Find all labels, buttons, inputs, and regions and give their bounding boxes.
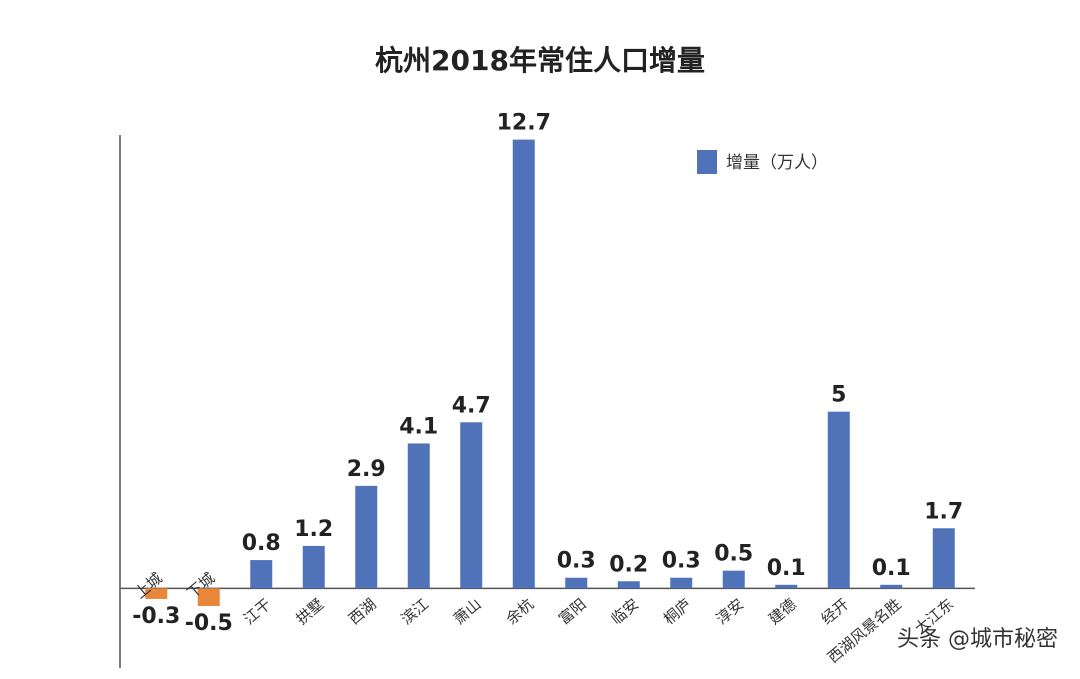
data-label: 4.7 bbox=[452, 393, 491, 418]
bar bbox=[722, 570, 745, 589]
watermark: 头条 @城市秘密 bbox=[897, 627, 1058, 652]
legend-label: 增量（万人） bbox=[726, 153, 828, 173]
x-tick-label: 临安 bbox=[608, 595, 643, 628]
bar bbox=[565, 577, 588, 589]
data-label: 0.2 bbox=[609, 552, 648, 577]
bar bbox=[460, 422, 483, 589]
data-label: 4.1 bbox=[399, 414, 438, 439]
bar bbox=[880, 584, 903, 589]
data-label: 0.1 bbox=[872, 556, 911, 581]
data-label: 12.7 bbox=[497, 111, 551, 136]
data-label: 2.9 bbox=[347, 457, 386, 482]
x-tick-label: 桐庐 bbox=[660, 595, 695, 628]
x-tick-label: 富阳 bbox=[555, 595, 590, 628]
x-tick-label: 萧山 bbox=[450, 595, 485, 628]
data-label: -0.5 bbox=[185, 611, 233, 636]
data-label: -0.3 bbox=[132, 604, 180, 629]
bar bbox=[827, 411, 850, 589]
x-tick-label: 淳安 bbox=[713, 595, 748, 628]
bar bbox=[775, 584, 798, 589]
data-label: 1.7 bbox=[924, 499, 963, 524]
data-label: 0.3 bbox=[662, 549, 701, 574]
chart-title: 杭州2018年常住人口增量 bbox=[375, 44, 705, 77]
bar bbox=[407, 443, 430, 589]
data-label: 0.3 bbox=[557, 549, 596, 574]
legend-swatch bbox=[697, 150, 717, 174]
data-label: 0.5 bbox=[714, 542, 753, 567]
x-tick-label: 建德 bbox=[765, 595, 800, 628]
bar bbox=[670, 577, 693, 589]
data-label: 0.8 bbox=[242, 531, 281, 556]
data-label: 1.2 bbox=[294, 517, 333, 542]
x-tick-label: 经开 bbox=[818, 595, 853, 628]
x-tick-label: 江干 bbox=[240, 595, 275, 628]
x-tick-label: 余杭 bbox=[503, 595, 538, 628]
bar bbox=[250, 560, 273, 589]
bar bbox=[932, 528, 955, 589]
data-label: 0.1 bbox=[767, 556, 806, 581]
x-tick-label: 西湖 bbox=[345, 595, 380, 628]
bar bbox=[617, 581, 640, 589]
bar bbox=[145, 588, 168, 599]
x-tick-label: 滨江 bbox=[398, 595, 433, 628]
x-tick-label: 拱墅 bbox=[293, 595, 328, 628]
bar bbox=[302, 545, 325, 589]
bar bbox=[512, 139, 535, 589]
data-label: 5 bbox=[831, 383, 846, 408]
bar bbox=[197, 588, 220, 606]
bar bbox=[355, 485, 378, 589]
